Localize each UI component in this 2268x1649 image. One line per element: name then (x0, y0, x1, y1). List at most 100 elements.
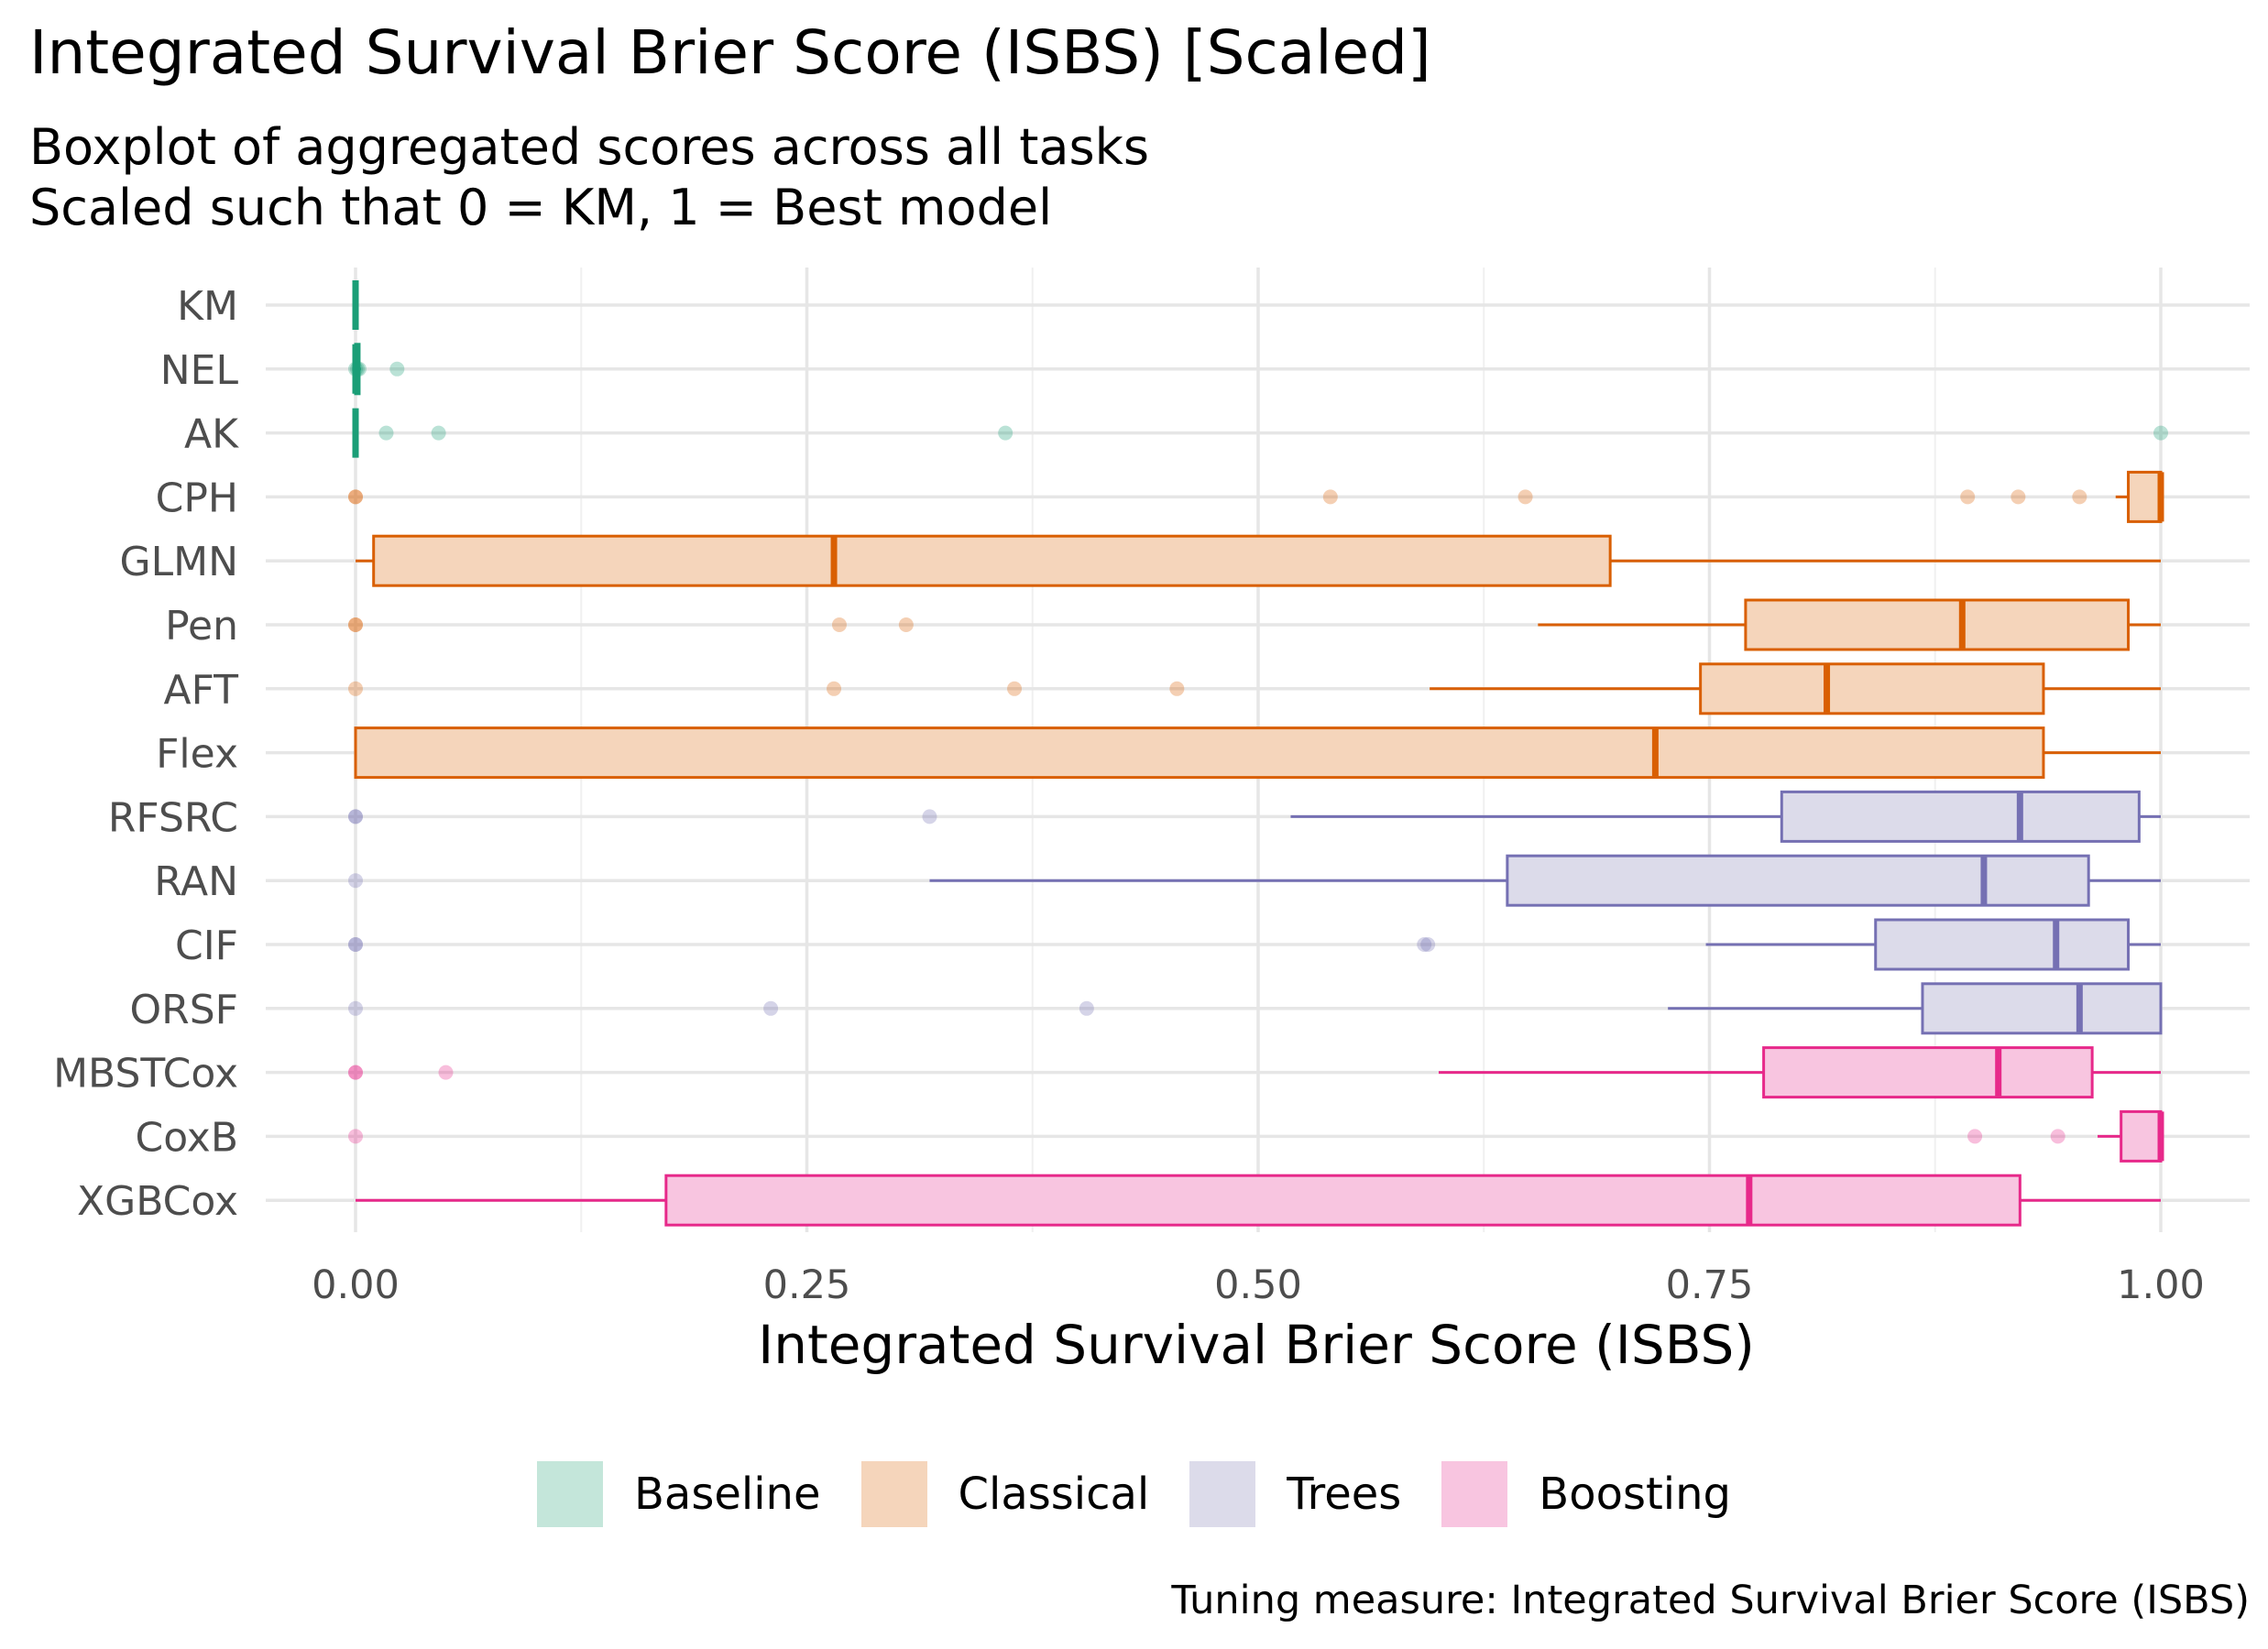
outlier-point (1322, 489, 1338, 505)
legend-key (860, 1461, 927, 1527)
y-tick-label: RFSRC (108, 794, 238, 841)
box-iqr (1744, 598, 2131, 651)
outlier-point (348, 1000, 363, 1016)
outlier-point (831, 617, 847, 632)
legend-item-baseline: Baseline (536, 1461, 821, 1527)
box-iqr (1699, 662, 2045, 715)
legend-key (536, 1461, 603, 1527)
y-tick-label: XGBCox (77, 1178, 238, 1225)
box-pen (1538, 598, 2161, 651)
x-tick-label: 0.00 (312, 1262, 400, 1308)
outlier-point (351, 361, 367, 377)
box-flex (354, 726, 2161, 780)
box-orsf (1668, 982, 2163, 1035)
box-nel (352, 343, 361, 396)
outlier-point (348, 809, 363, 824)
legend-item-trees: Trees (1189, 1461, 1401, 1527)
y-tick-label: CIF (175, 923, 238, 969)
y-tick-label: AFT (163, 667, 238, 714)
y-tick-label: ORSF (130, 987, 238, 1033)
caption: Tuning measure: Integrated Survival Brie… (1171, 1578, 2250, 1623)
outlier-point (1517, 489, 1533, 505)
x-tick-label: 1.00 (2117, 1262, 2205, 1308)
x-axis-ticks: 0.00 0.25 0.50 0.75 1.00 (312, 1262, 2205, 1308)
outlier-point (763, 1000, 779, 1016)
box-mbstcox (1439, 1046, 2161, 1099)
outlier-point (2050, 1129, 2065, 1144)
y-axis-ticks: KM NEL AK CPH GLMN Pen AFT Flex RFSRC RAN CIF ORSF M… (53, 283, 239, 1225)
outlier-point (438, 1065, 454, 1080)
subtitle-line-1: Boxplot of aggregated scores across all … (29, 118, 1150, 176)
outlier-point (348, 617, 363, 632)
box-glmn (356, 534, 2161, 587)
outlier-point (1079, 1000, 1094, 1016)
box-aft (1430, 662, 2161, 715)
outlier-point (348, 937, 363, 952)
legend-key (1189, 1461, 1256, 1527)
box-cph (2115, 470, 2164, 523)
outlier-point (1960, 489, 1976, 505)
x-axis-label: Integrated Survival Brier Score (ISBS) (758, 1314, 1755, 1376)
chart-title: Integrated Survival Brier Score (ISBS) [… (29, 17, 1431, 88)
legend-label: Baseline (633, 1469, 821, 1520)
boxes (352, 280, 2164, 1227)
outliers (348, 361, 2168, 1144)
outlier-point (389, 361, 405, 377)
outlier-point (348, 873, 363, 889)
outlier-point (1967, 1129, 1983, 1144)
outlier-point (378, 425, 394, 441)
box-ran (929, 854, 2161, 907)
x-tick-label: 0.75 (1666, 1262, 1754, 1308)
outlier-point (348, 809, 363, 824)
legend-item-classical: Classical (860, 1461, 1150, 1527)
box-iqr (1780, 790, 2141, 843)
box-iqr (1506, 854, 2090, 907)
x-tick-label: 0.25 (763, 1262, 851, 1308)
legend: Baseline Classical Trees Boosting (0, 1461, 2268, 1527)
box-coxb (2098, 1109, 2164, 1163)
y-tick-label: CoxB (135, 1114, 238, 1161)
y-tick-label: Flex (156, 731, 238, 778)
y-tick-label: RAN (154, 858, 238, 905)
box-iqr (664, 1174, 2021, 1227)
box-iqr (2127, 470, 2163, 523)
outlier-point (348, 681, 363, 696)
legend-label: Boosting (1539, 1469, 1731, 1520)
chart-subtitle: Boxplot of aggregated scores across all … (29, 117, 1149, 238)
outlier-point (2072, 489, 2087, 505)
outlier-point (348, 1065, 363, 1080)
x-tick-label: 0.50 (1214, 1262, 1302, 1308)
outlier-point (349, 361, 365, 377)
outlier-point (431, 425, 446, 441)
outlier-point (348, 937, 363, 952)
box-iqr (372, 534, 1612, 587)
outlier-point (998, 425, 1013, 441)
outlier-point (827, 681, 842, 696)
outlier-point (348, 617, 363, 632)
outlier-point (922, 809, 937, 824)
outlier-point (898, 617, 914, 632)
outlier-point (348, 489, 363, 505)
box-cif (1705, 918, 2161, 971)
outlier-point (348, 1065, 363, 1080)
outlier-point (1169, 681, 1185, 696)
outlier-point (348, 1129, 363, 1144)
legend-key (1441, 1461, 1508, 1527)
y-tick-label: KM (177, 283, 238, 330)
legend-item-boosting: Boosting (1441, 1461, 1731, 1527)
outlier-point (1420, 937, 1436, 952)
y-tick-label: AK (184, 411, 239, 458)
y-tick-label: MBSTCox (53, 1051, 238, 1098)
y-tick-label: GLMN (120, 539, 239, 585)
box-rfsrc (1290, 790, 2161, 843)
box-iqr (2120, 1109, 2163, 1163)
outlier-point (1007, 681, 1023, 696)
box-iqr (1874, 918, 2131, 971)
legend-label: Trees (1287, 1469, 1402, 1520)
box-xgbcox (356, 1174, 2161, 1227)
outlier-point (2011, 489, 2026, 505)
outlier-point (1417, 937, 1432, 952)
subtitle-line-2: Scaled such that 0 = KM, 1 = Best model (29, 179, 1053, 236)
legend-label: Classical (958, 1469, 1150, 1520)
